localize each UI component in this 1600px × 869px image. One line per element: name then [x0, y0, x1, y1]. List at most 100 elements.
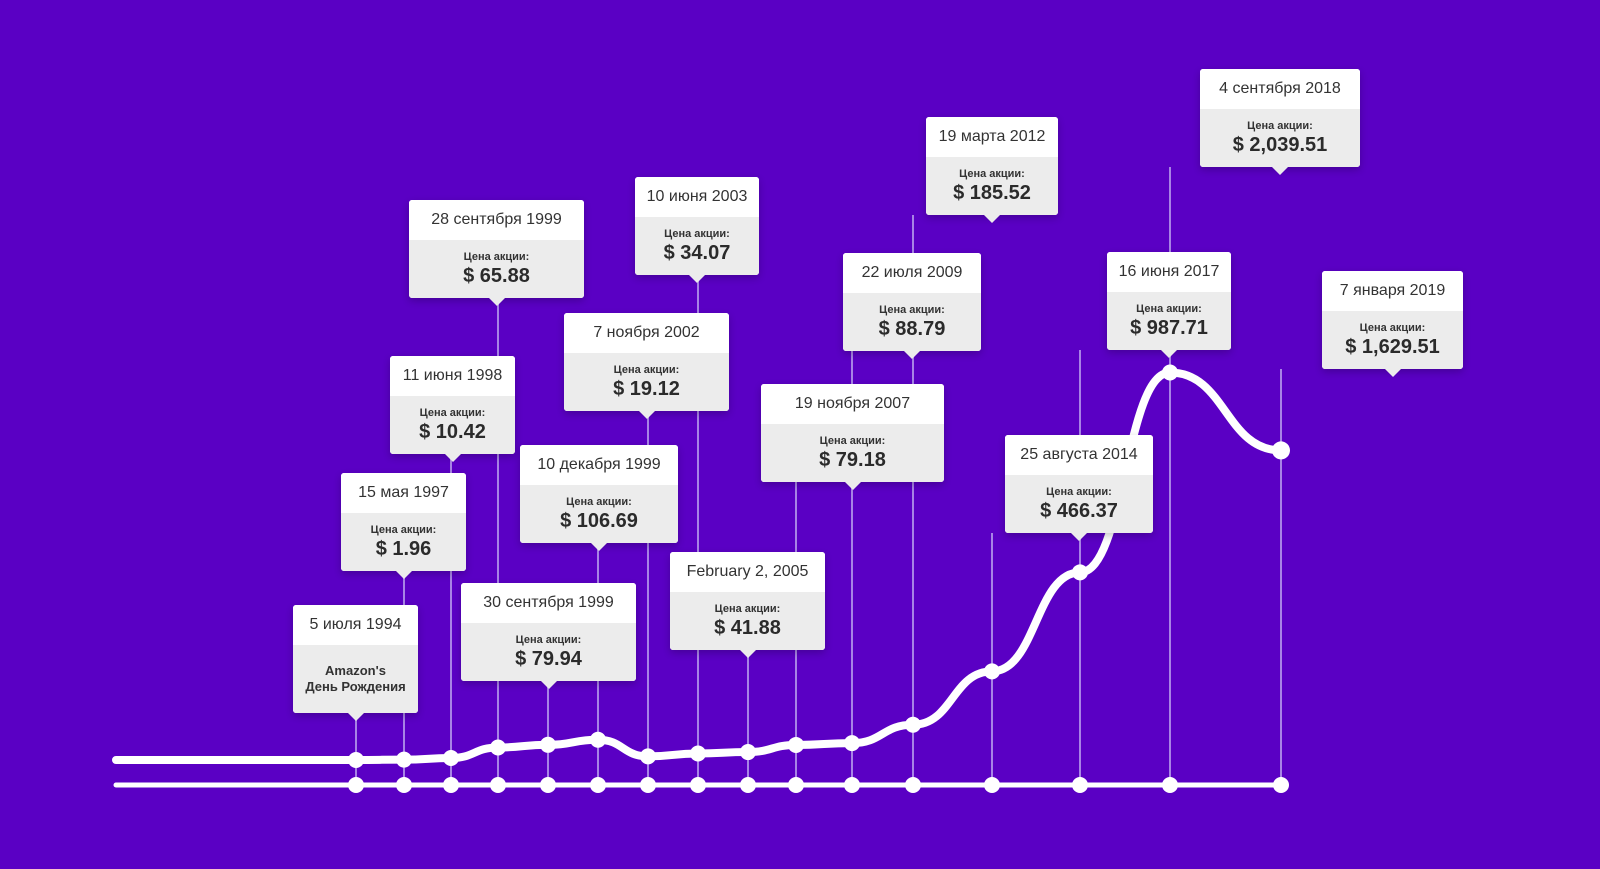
curve-point — [788, 736, 804, 753]
callout-body: Цена акции: $ 185.52 — [926, 157, 1058, 215]
axis-point — [690, 777, 706, 793]
callout-pointer — [395, 571, 412, 579]
callout-date: 10 декабря 1999 — [520, 445, 678, 485]
axis-point — [443, 777, 459, 793]
callout-date: 19 ноября 2007 — [761, 384, 944, 424]
curve-point — [1072, 564, 1088, 581]
price-value: $ 185.52 — [953, 182, 1031, 204]
callout-box: 19 марта 2012 Цена акции: $ 185.52 — [926, 117, 1058, 223]
price-value: $ 34.07 — [663, 242, 731, 264]
price-value: $ 10.42 — [419, 421, 486, 443]
axis-point — [788, 777, 804, 793]
price-label: Цена акции: — [1359, 322, 1426, 334]
callout-box: 5 июля 1994 Amazon's День Рождения — [293, 605, 418, 721]
callout-box: 4 сентября 2018 Цена акции: $ 2,039.51 — [1200, 69, 1360, 175]
curve-point — [540, 736, 556, 753]
callout-pointer — [1161, 350, 1177, 358]
callout-date: 7 января 2019 — [1322, 271, 1463, 311]
axis-point — [640, 777, 656, 793]
price-value: $ 41.88 — [714, 617, 781, 639]
callout-pointer — [638, 411, 655, 419]
callout-date: 28 сентября 1999 — [409, 200, 584, 240]
price-label: Цена акции: — [419, 407, 486, 419]
callout-date: 7 ноября 2002 — [564, 313, 729, 353]
price-label: Цена акции: — [613, 364, 680, 376]
callout-box: 11 июня 1998 Цена акции: $ 10.42 — [390, 356, 515, 462]
curve-point — [1162, 364, 1178, 381]
axis-point — [1162, 777, 1178, 793]
price-label: Цена акции: — [664, 228, 730, 240]
axis-point — [590, 777, 606, 793]
callout-pointer — [1384, 369, 1401, 377]
callout-pointer — [984, 215, 1000, 223]
callout-body: Цена акции: $ 106.69 — [520, 485, 678, 543]
curve-point — [396, 751, 412, 768]
price-label: Цена акции: — [1136, 303, 1202, 315]
callout-date: 5 июля 1994 — [293, 605, 418, 645]
curve-point — [640, 748, 656, 765]
curve-point — [348, 752, 364, 768]
axis-point — [984, 777, 1000, 793]
axis-point — [1273, 777, 1289, 793]
axis-point — [348, 777, 364, 793]
callout-pointer — [488, 298, 505, 306]
callout-box: 15 мая 1997 Цена акции: $ 1.96 — [341, 473, 466, 579]
callout-pointer — [739, 650, 756, 658]
price-label: Цена акции: — [819, 435, 886, 447]
callout-body: Цена акции: $ 1,629.51 — [1322, 311, 1463, 369]
axis-point — [844, 777, 860, 793]
price-label: Цена акции: — [463, 251, 530, 263]
curve-point — [443, 750, 459, 767]
callout-box: 7 января 2019 Цена акции: $ 1,629.51 — [1322, 271, 1463, 377]
curve-point — [590, 731, 606, 748]
callout-date: 16 июня 2017 — [1107, 252, 1231, 292]
callout-box: 7 ноября 2002 Цена акции: $ 19.12 — [564, 313, 729, 419]
callout-body: Цена акции: $ 88.79 — [843, 293, 981, 351]
callout-box: February 2, 2005 Цена акции: $ 41.88 — [670, 552, 825, 658]
birthday-note: День Рождения — [305, 679, 406, 694]
callout-body: Цена акции: $ 41.88 — [670, 592, 825, 650]
curve-point — [490, 739, 506, 756]
price-value: $ 2,039.51 — [1232, 134, 1328, 156]
callout-date: 4 сентября 2018 — [1200, 69, 1360, 109]
data-points — [348, 364, 1290, 793]
callout-pointer — [689, 275, 705, 283]
axis-point — [740, 777, 756, 793]
price-label: Цена акции: — [566, 496, 632, 508]
price-value: $ 79.18 — [819, 449, 886, 471]
price-label: Цена акции: — [879, 304, 945, 316]
price-value: $ 88.79 — [878, 318, 946, 340]
curve-point — [1272, 441, 1290, 460]
birthday-note: Amazon's — [325, 663, 386, 678]
callout-body: Цена акции: $ 987.71 — [1107, 292, 1231, 350]
callout-body: Amazon's День Рождения — [293, 645, 418, 713]
callout-date: 10 июня 2003 — [635, 177, 759, 217]
callout-box: 10 декабря 1999 Цена акции: $ 106.69 — [520, 445, 678, 551]
callout-box: 30 сентября 1999 Цена акции: $ 79.94 — [461, 583, 636, 689]
callout-box: 10 июня 2003 Цена акции: $ 34.07 — [635, 177, 759, 283]
price-value: $ 466.37 — [1040, 500, 1118, 522]
price-label: Цена акции: — [959, 168, 1025, 180]
price-value: $ 106.69 — [560, 510, 638, 532]
callout-pointer — [1272, 167, 1288, 175]
callout-pointer — [904, 351, 920, 359]
axis-point — [490, 777, 506, 793]
callout-date: 25 августа 2014 — [1005, 435, 1153, 475]
callout-date: 30 сентября 1999 — [461, 583, 636, 623]
curve-point — [844, 735, 860, 752]
callout-pointer — [540, 681, 557, 689]
callout-body: Цена акции: $ 466.37 — [1005, 475, 1153, 533]
price-value: $ 65.88 — [463, 265, 530, 287]
callout-box: 28 сентября 1999 Цена акции: $ 65.88 — [409, 200, 584, 306]
price-label: Цена акции: — [370, 524, 437, 536]
price-label: Цена акции: — [714, 603, 781, 615]
callout-body: Цена акции: $ 34.07 — [635, 217, 759, 275]
callout-body: Цена акции: $ 19.12 — [564, 353, 729, 411]
callout-pointer — [444, 454, 461, 462]
callout-body: Цена акции: $ 79.18 — [761, 424, 944, 482]
callout-body: Цена акции: $ 10.42 — [390, 396, 515, 454]
callout-pointer — [1071, 533, 1087, 541]
callout-date: 11 июня 1998 — [390, 356, 515, 396]
curve-point — [690, 745, 706, 762]
